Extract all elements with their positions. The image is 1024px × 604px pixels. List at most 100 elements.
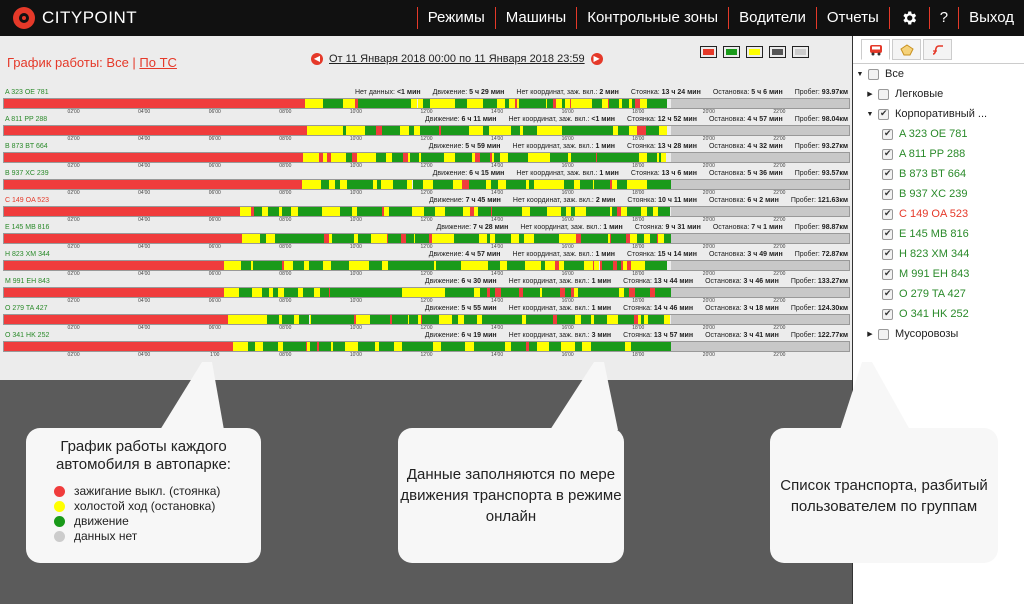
tree-checkbox[interactable] [882,308,893,320]
tree-vehicle[interactable]: A 811 PP 288 [853,144,1024,164]
vehicle-plate[interactable]: O 279 TA 427 [5,305,48,312]
stat-parking: Стоянка: 14 ч 46 мин [623,305,693,312]
filter-moving[interactable] [723,46,740,58]
timeline-segment [233,288,240,297]
vehicle-timeline-bar[interactable] [3,341,850,352]
tab-vehicles[interactable] [861,39,890,60]
tick-label: 06'00 [208,163,221,169]
filter-stopped[interactable] [700,46,717,58]
tree-vehicle[interactable]: E 145 MB 816 [853,224,1024,244]
vehicle-plate[interactable]: A 323 OE 781 [5,89,49,96]
tree-checkbox[interactable] [882,188,893,200]
timeline-segment [626,234,630,243]
vehicle-plate[interactable]: C 149 OA 523 [5,197,49,204]
vehicle-timeline-bar[interactable] [3,233,850,244]
vehicle-plate[interactable]: E 145 MB 816 [5,224,50,231]
tree-checkbox[interactable] [878,108,889,120]
timeline-segment [422,315,430,324]
citypoint-logo[interactable]: CITYPOINT [13,6,137,30]
tree-vehicle[interactable]: A 323 OE 781 [853,124,1024,144]
nav-item-2[interactable]: Контрольные зоны [576,7,728,29]
timeline-segment [261,288,270,297]
tree-checkbox[interactable] [882,208,893,220]
timeline-segment [431,234,438,243]
timeline-segment [344,288,348,297]
tree-vehicle[interactable]: B 937 XC 239 [853,184,1024,204]
tree-group[interactable]: ▶ Мусоровозы [853,324,1024,344]
vehicle-plate[interactable]: A 811 PP 288 [5,116,48,123]
timeline-segment [347,99,355,108]
timeline-segment [388,234,402,243]
vehicle-plate[interactable]: O 341 HK 252 [5,332,50,339]
collapsed-arrow-icon[interactable]: ▶ [867,331,873,338]
tree-vehicle[interactable]: M 991 EH 843 [853,264,1024,284]
timeline-segment [653,342,666,351]
filter-no-data-dark[interactable] [769,46,786,58]
tree-checkbox[interactable] [882,288,893,300]
vehicle-timeline-bar[interactable] [3,179,850,190]
vehicle-plate[interactable]: H 823 XM 344 [5,251,50,258]
online-callout-text: Данные заполняются по мере движения тран… [400,466,622,525]
vehicle-plate[interactable]: M 991 EH 843 [5,278,50,285]
timeline-segment [511,288,520,297]
vehicle-row: O 341 HK 252 Движение: 6 ч 19 мин Нет коор… [0,331,852,358]
vehicle-timeline-bar[interactable] [3,206,850,217]
date-range-link[interactable]: От 11 Января 2018 00:00 по 11 Января 201… [329,53,585,65]
tree-group[interactable]: ▼ Все [853,64,1024,84]
nav-item-4[interactable]: Отчеты [815,7,889,29]
timeline-segment [573,261,577,270]
vehicle-timeline-bar[interactable] [3,260,850,271]
timeline-segment [587,234,590,243]
nav-item-0[interactable]: Режимы [416,7,495,29]
timeline-segment [530,207,534,216]
tree-group[interactable]: ▶ Легковые [853,84,1024,104]
tree-checkbox[interactable] [882,268,893,280]
expanded-arrow-icon[interactable]: ▼ [856,70,864,78]
tree-checkbox[interactable] [878,88,889,100]
vehicle-timeline-bar[interactable] [3,287,850,298]
tree-checkbox[interactable] [878,328,889,340]
tree-checkbox[interactable] [882,168,893,180]
nav-item-6[interactable]: ? [928,7,958,29]
schedule-by-vehicle-link[interactable]: По ТС [139,55,177,70]
tree-checkbox[interactable] [882,128,893,140]
vehicle-plate[interactable]: B 873 BT 664 [5,143,48,150]
tree-vehicle[interactable]: B 873 BT 664 [853,164,1024,184]
previous-day-button[interactable]: ◀ [311,53,323,65]
vehicle-timeline-bar[interactable] [3,152,850,163]
vehicle-timeline-bar[interactable] [3,125,850,136]
tick-label: 1'00 [210,352,220,358]
nav-item-3[interactable]: Водители [728,7,816,29]
stat-parking-value: 9 ч 31 мин [665,224,701,231]
tree-checkbox[interactable] [868,68,879,80]
filter-no-data[interactable] [792,46,809,58]
next-day-button[interactable]: ▶ [590,53,603,65]
vehicle-row: M 991 EH 843 Движение: 6 ч 30 мин Нет коор… [0,277,852,304]
nav-settings[interactable] [888,7,929,29]
tree-vehicle[interactable]: O 341 HK 252 [853,304,1024,324]
timeline-segment [515,180,526,189]
nav-item-7[interactable]: Выход [958,7,1024,29]
tab-routes[interactable] [923,39,952,60]
tree-group[interactable]: ▼ Корпоративный ... [853,104,1024,124]
timeline-segment [479,99,483,108]
tick-label: 16'00 [561,163,574,169]
collapsed-arrow-icon[interactable]: ▶ [867,91,873,98]
vehicle-timeline-bar[interactable] [3,314,850,325]
nav-item-1[interactable]: Машины [494,7,576,29]
tree-checkbox[interactable] [882,228,893,240]
tree-checkbox[interactable] [882,248,893,260]
filter-idle[interactable] [746,46,763,58]
timeline-segment [313,288,320,297]
vehicle-timeline-bar[interactable] [3,98,850,109]
tree-vehicle[interactable]: C 149 OA 523 [853,204,1024,224]
tab-geofences[interactable] [892,39,921,60]
tree-vehicle[interactable]: O 279 TA 427 [853,284,1024,304]
tick-label: 04'00 [138,217,151,223]
expanded-arrow-icon[interactable]: ▼ [866,110,874,118]
tree-checkbox[interactable] [882,148,893,160]
vehicle-plate[interactable]: B 937 XC 239 [5,170,49,177]
tree-vehicle[interactable]: H 823 XM 344 [853,244,1024,264]
timeline-segment [323,99,327,108]
schedule-all-link[interactable]: Все [106,55,129,70]
